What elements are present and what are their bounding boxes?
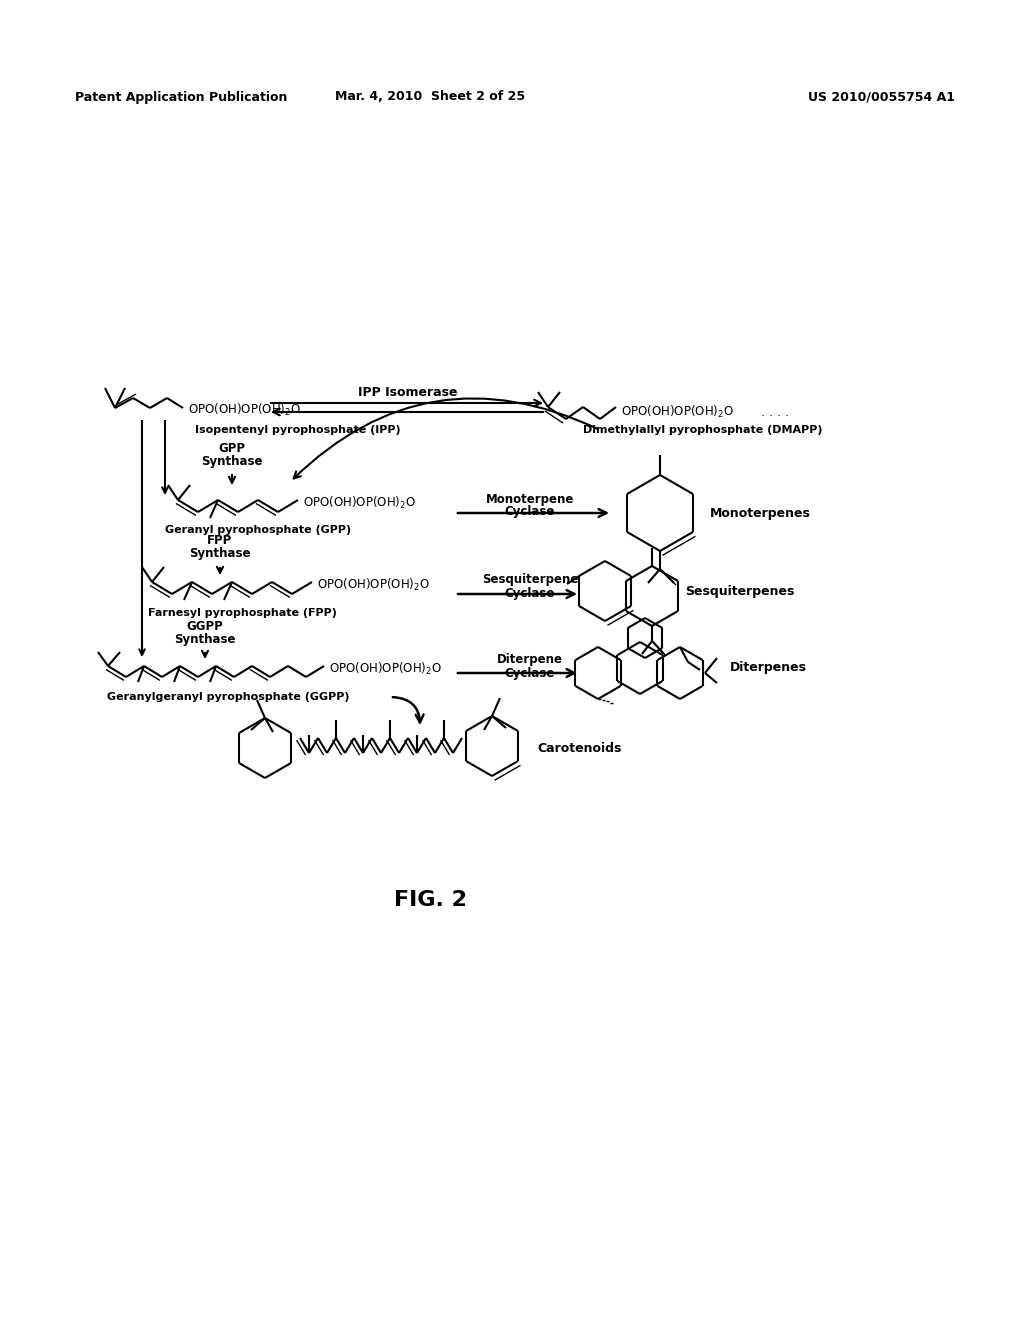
Text: Monoterpenes: Monoterpenes — [710, 507, 811, 520]
Text: Monoterpene: Monoterpene — [485, 492, 574, 506]
Text: Sesquiterpenes: Sesquiterpenes — [685, 585, 795, 598]
Text: FIG. 2: FIG. 2 — [393, 890, 467, 909]
Text: FPP: FPP — [208, 535, 232, 548]
Text: Cyclase: Cyclase — [505, 667, 555, 680]
Text: Dimethylallyl pyrophosphate (DMAPP): Dimethylallyl pyrophosphate (DMAPP) — [583, 425, 822, 436]
Text: Farnesyl pyrophosphate (FPP): Farnesyl pyrophosphate (FPP) — [147, 609, 337, 618]
Text: Geranylgeranyl pyrophosphate (GGPP): Geranylgeranyl pyrophosphate (GGPP) — [106, 692, 349, 702]
Text: Carotenoids: Carotenoids — [537, 742, 622, 755]
Text: Diterpene: Diterpene — [497, 653, 563, 667]
Text: GPP: GPP — [218, 441, 246, 454]
Text: Geranyl pyrophosphate (GPP): Geranyl pyrophosphate (GPP) — [165, 525, 351, 535]
Text: Diterpenes: Diterpenes — [730, 661, 807, 675]
Text: Mar. 4, 2010  Sheet 2 of 25: Mar. 4, 2010 Sheet 2 of 25 — [335, 91, 525, 103]
Text: OPO(OH)OP(OH)$_2$O: OPO(OH)OP(OH)$_2$O — [188, 403, 301, 418]
Text: . . . .: . . . . — [761, 405, 790, 418]
Text: Synthase: Synthase — [174, 632, 236, 645]
Text: Isopentenyl pyrophosphate (IPP): Isopentenyl pyrophosphate (IPP) — [195, 425, 400, 436]
Text: Synthase: Synthase — [202, 454, 263, 467]
Text: Patent Application Publication: Patent Application Publication — [75, 91, 288, 103]
Text: OPO(OH)OP(OH)$_2$O: OPO(OH)OP(OH)$_2$O — [621, 404, 734, 420]
Text: OPO(OH)OP(OH)$_2$O: OPO(OH)OP(OH)$_2$O — [317, 577, 430, 593]
Text: Cyclase: Cyclase — [505, 506, 555, 519]
Text: US 2010/0055754 A1: US 2010/0055754 A1 — [808, 91, 955, 103]
Text: Sesquiterpene: Sesquiterpene — [482, 573, 579, 586]
Text: Cyclase: Cyclase — [505, 586, 555, 599]
Text: IPP Isomerase: IPP Isomerase — [358, 387, 458, 400]
Text: GGPP: GGPP — [186, 619, 223, 632]
Text: OPO(OH)OP(OH)$_2$O: OPO(OH)OP(OH)$_2$O — [329, 661, 441, 677]
Text: OPO(OH)OP(OH)$_2$O: OPO(OH)OP(OH)$_2$O — [303, 495, 416, 511]
Text: Synthase: Synthase — [189, 548, 251, 561]
